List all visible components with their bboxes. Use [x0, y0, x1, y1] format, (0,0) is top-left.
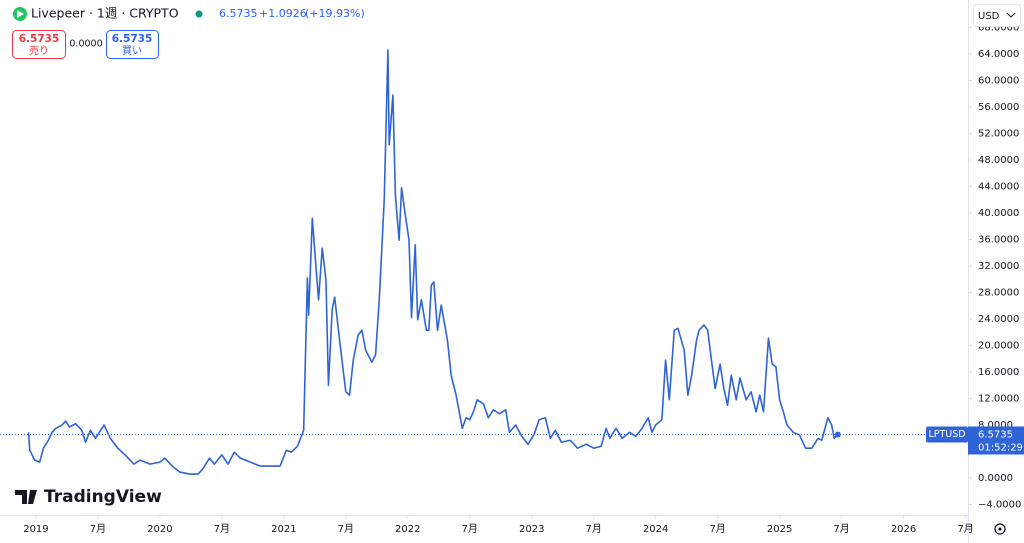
x-tick-label: 2023 [519, 524, 544, 535]
symbol-label: LPTUSD [928, 429, 965, 440]
sell-label: 売り [29, 44, 49, 57]
x-tick-label: 7月 [957, 523, 973, 535]
axes: −4.00000.00004.00008.000012.000016.00002… [23, 22, 1024, 535]
x-tick-label: 7月 [462, 523, 478, 535]
brand-name: TradingView [44, 487, 162, 507]
currency-caret [1006, 12, 1016, 18]
x-tick-label: 2022 [395, 524, 420, 535]
y-tick-label: 44.0000 [978, 182, 1019, 193]
plot [0, 49, 968, 475]
price-label: 6.5735 [978, 429, 1013, 440]
y-tick-label: 20.0000 [978, 341, 1019, 352]
x-tick-label: 7月 [709, 523, 725, 535]
x-tick-label: 2020 [147, 524, 172, 535]
y-tick-label: 28.0000 [978, 288, 1019, 299]
x-tick-label: 7月 [586, 523, 602, 535]
y-tick-label: 52.0000 [978, 129, 1019, 140]
y-tick-label: 64.0000 [978, 49, 1019, 60]
x-tick-label: 7月 [214, 523, 230, 535]
x-tick-label: 2025 [767, 524, 792, 535]
symbol-title: Livepeer · 1週 · CRYPTO [31, 6, 179, 21]
x-tick-label: 2024 [643, 524, 668, 535]
x-tick-label: 2019 [23, 524, 48, 535]
price: 6.5735 [219, 7, 258, 20]
last-point [834, 431, 841, 438]
x-tick-label: 2021 [271, 524, 296, 535]
countdown-label: 01:52:29 [978, 442, 1023, 453]
sell-price: 6.5735 [19, 33, 60, 45]
buy-button[interactable] [106, 30, 159, 59]
change: +1.0926 [259, 7, 307, 20]
y-tick-label: 16.0000 [978, 367, 1019, 378]
y-tick-label: 40.0000 [978, 208, 1019, 219]
currency-select[interactable] [973, 4, 1021, 27]
buy-label: 買い [122, 45, 142, 57]
price-label-box [968, 426, 1024, 455]
y-tick-label: 48.0000 [978, 155, 1019, 166]
y-tick-label: 0.0000 [978, 473, 1013, 484]
brand-logo [15, 490, 37, 504]
status-dot [195, 10, 203, 18]
symbol-label-box [926, 426, 968, 443]
x-tick-label: 7月 [338, 523, 354, 535]
buy-price: 6.5735 [112, 33, 153, 45]
change-pct: (+19.93%) [305, 7, 365, 20]
y-tick-label: 12.0000 [978, 394, 1019, 405]
y-tick-label: 56.0000 [978, 102, 1019, 113]
header-bg [0, 0, 300, 28]
y-tick-label: 36.0000 [978, 235, 1019, 246]
y-tick-label: 60.0000 [978, 75, 1019, 86]
symbol-icon-glyph [17, 10, 24, 18]
price-line [27, 49, 839, 475]
x-tick-label: 2026 [891, 524, 916, 535]
settings-icon[interactable] [994, 523, 1006, 535]
y-tick-label: 68.0000 [978, 22, 1019, 33]
x-tick-label: 7月 [90, 523, 106, 535]
y-tick-label: 8.0000 [978, 420, 1013, 431]
sell-button[interactable] [12, 30, 66, 59]
y-tick-label: 24.0000 [978, 314, 1019, 325]
y-tick-label: 32.0000 [978, 261, 1019, 272]
x-tick-label: 7月 [833, 523, 849, 535]
spread: 0.0000 [69, 39, 102, 50]
currency: USD [978, 11, 1000, 22]
settings-icon-center [998, 527, 1002, 531]
y-tick-label: −4.0000 [978, 500, 1021, 511]
